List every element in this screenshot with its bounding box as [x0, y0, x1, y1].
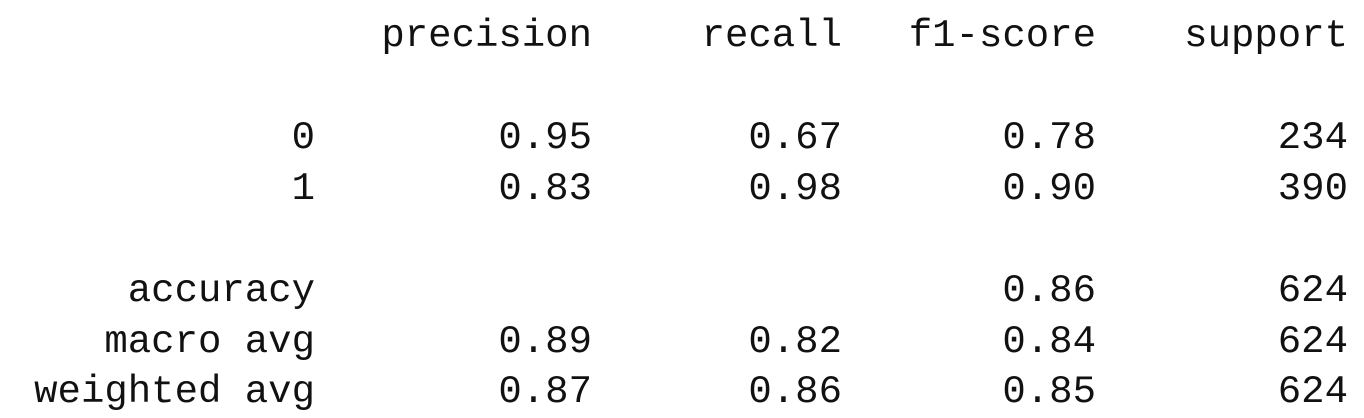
- precision-value: 0.83: [498, 167, 592, 211]
- header-f1-score: f1-score: [908, 14, 1096, 58]
- row-label: accuracy: [127, 269, 315, 313]
- table-row: accuracy 0.86 624: [0, 265, 1364, 317]
- row-label: weighted avg: [34, 370, 315, 414]
- precision-value: 0.87: [498, 370, 592, 414]
- recall-value: 0.86: [748, 370, 842, 414]
- recall-value: [600, 265, 842, 317]
- header-recall: recall: [701, 14, 842, 58]
- support-value: 624: [1277, 269, 1348, 313]
- support-value: 390: [1277, 167, 1348, 211]
- row-label: 0: [291, 116, 315, 160]
- f1-score-value: 0.86: [1002, 269, 1096, 313]
- f1-score-value: 0.78: [1002, 116, 1096, 160]
- recall-value: 0.67: [748, 116, 842, 160]
- recall-value: 0.98: [748, 167, 842, 211]
- support-value: 234: [1277, 116, 1348, 160]
- table-row: 1 0.83 0.98 0.90 390: [0, 163, 1364, 215]
- header-row: precision recall f1-score support: [0, 10, 1364, 62]
- precision-value: [330, 265, 592, 317]
- precision-value: 0.89: [498, 320, 592, 364]
- precision-value: 0.95: [498, 116, 592, 160]
- header-precision: precision: [381, 14, 592, 58]
- support-value: 624: [1277, 320, 1348, 364]
- f1-score-value: 0.85: [1002, 370, 1096, 414]
- support-value: 624: [1277, 370, 1348, 414]
- f1-score-value: 0.90: [1002, 167, 1096, 211]
- table-row: macro avg 0.89 0.82 0.84 624: [0, 316, 1364, 368]
- recall-value: 0.82: [748, 320, 842, 364]
- row-label: macro avg: [104, 320, 315, 364]
- table-row: weighted avg 0.87 0.86 0.85 624: [0, 366, 1364, 418]
- header-support: support: [1184, 14, 1348, 58]
- table-row: 0 0.95 0.67 0.78 234: [0, 112, 1364, 164]
- row-label: 1: [291, 167, 315, 211]
- f1-score-value: 0.84: [1002, 320, 1096, 364]
